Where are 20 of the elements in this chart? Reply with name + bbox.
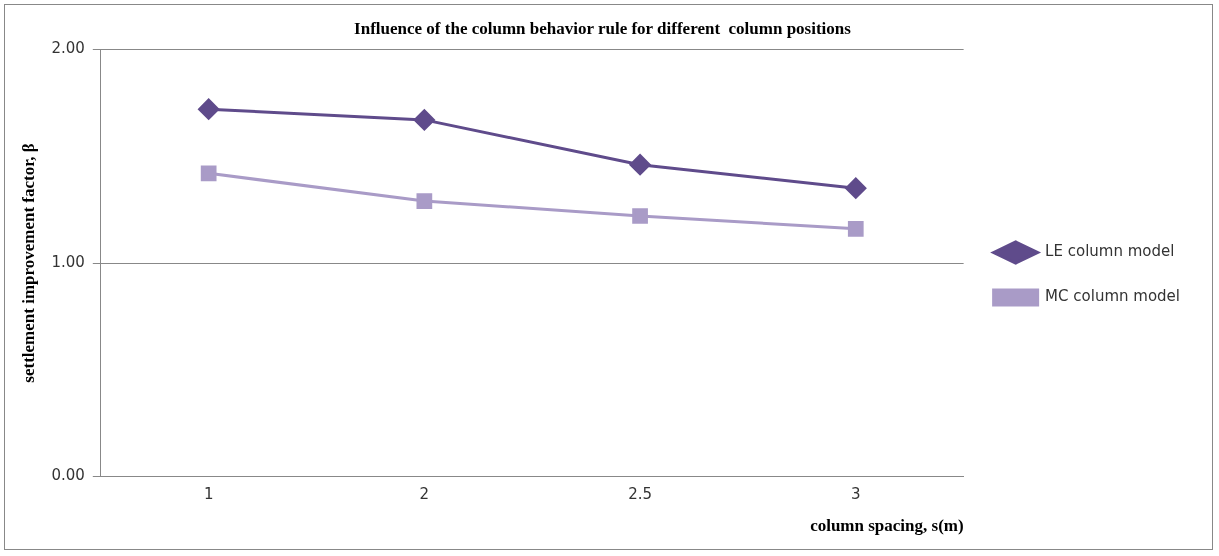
x-tick-label: 2.5 [628,485,652,504]
point [632,208,648,224]
x-tick-label: 1 [203,485,214,504]
point [629,154,651,176]
legend-label: LE column model [1045,242,1175,261]
point [416,193,433,209]
y-tick-label: 0.00 [51,466,85,485]
y-axis-title: settlement improvement factor, β [18,143,38,383]
x-axis-title: column spacing, s(m) [810,516,964,536]
chart-title: Influence of the column behavior rule for different column positions [354,18,852,38]
point [847,220,864,237]
x-tick-label: 3 [851,485,861,504]
point [198,98,220,120]
legend-label: MC column model [1045,287,1181,306]
y-tick-label: 2.00 [51,39,85,58]
point [200,165,217,182]
point [413,109,435,131]
y-tick-label: 1.00 [51,252,85,271]
point [845,177,867,199]
x-tick-label: 2 [419,485,430,504]
